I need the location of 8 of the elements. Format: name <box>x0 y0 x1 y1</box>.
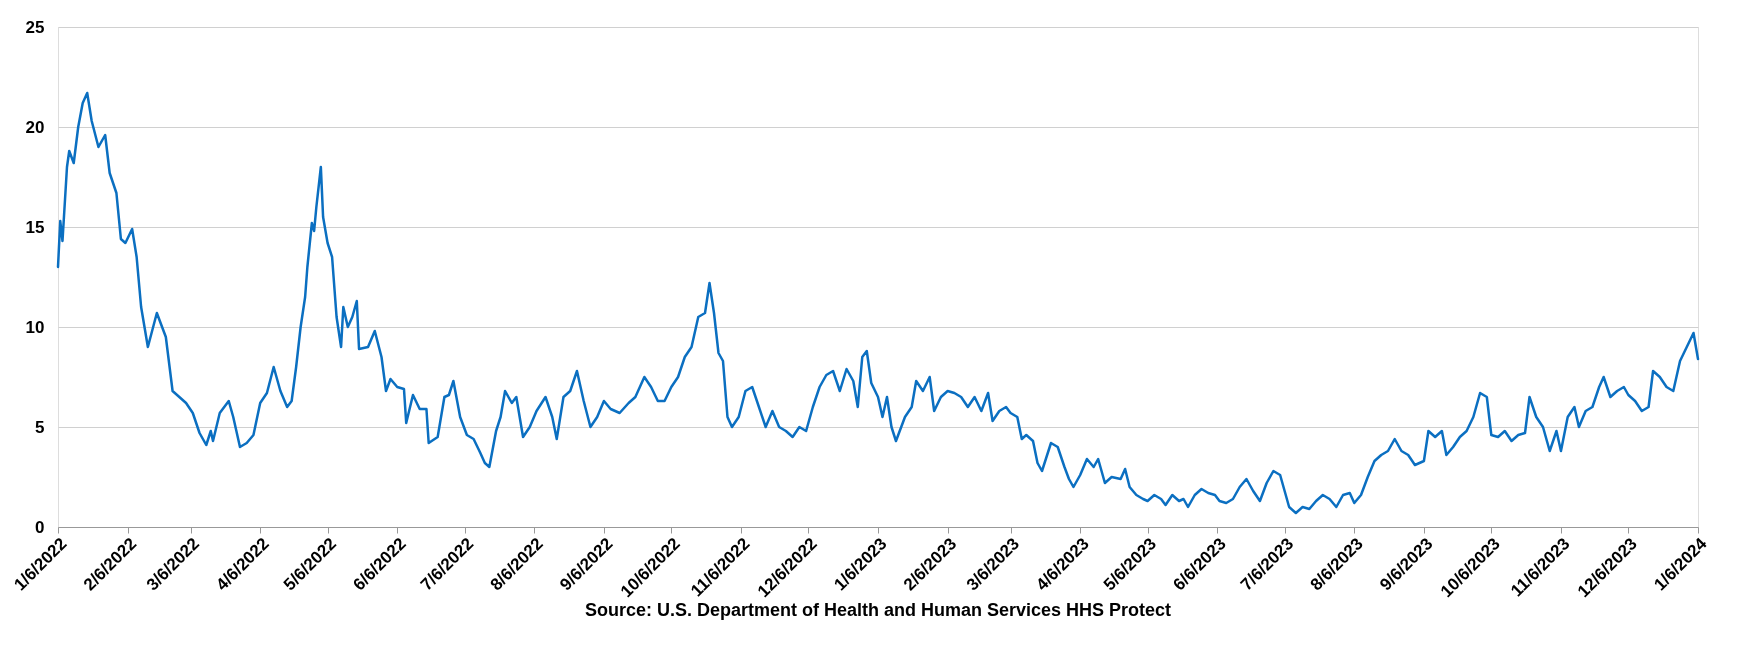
source-note: Source: U.S. Department of Health and Human Services HHS Protect <box>584 599 1172 620</box>
y-tick-label: 5 <box>35 417 45 437</box>
y-tick-label: 10 <box>25 317 45 337</box>
y-tick-label: 15 <box>25 217 45 237</box>
y-tick-label: 25 <box>25 17 45 37</box>
y-tick-label: 20 <box>25 117 45 137</box>
y-tick-label: 0 <box>35 517 45 537</box>
line-series <box>56 91 1700 515</box>
